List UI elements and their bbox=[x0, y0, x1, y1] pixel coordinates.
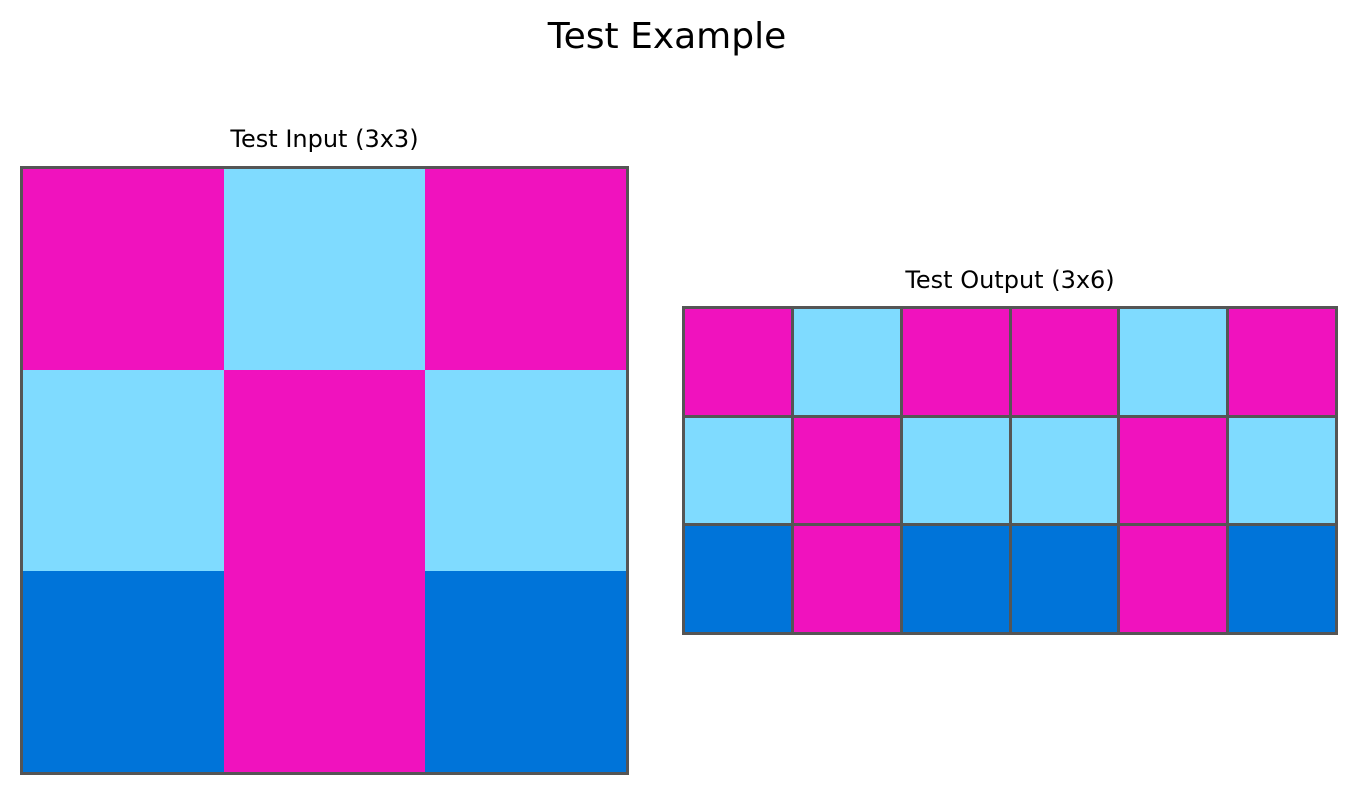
input-cell bbox=[224, 370, 425, 571]
output-cell bbox=[1011, 526, 1118, 632]
input-cell bbox=[425, 169, 626, 370]
output-cell bbox=[685, 526, 791, 632]
input-cell bbox=[224, 169, 425, 370]
input-panel-title: Test Input (3x3) bbox=[230, 125, 419, 153]
output-cell bbox=[902, 309, 1009, 415]
output-cell bbox=[1120, 417, 1227, 524]
output-cell bbox=[1229, 526, 1335, 632]
output-panel-title: Test Output (3x6) bbox=[905, 266, 1115, 294]
output-cell bbox=[1229, 417, 1335, 524]
output-cell bbox=[1229, 309, 1335, 415]
output-cell bbox=[1120, 309, 1227, 415]
output-grid bbox=[682, 306, 1338, 635]
output-cell bbox=[902, 526, 1009, 632]
input-cell bbox=[23, 370, 224, 571]
input-grid bbox=[20, 166, 629, 775]
input-cell bbox=[23, 169, 224, 370]
output-cell bbox=[685, 417, 791, 524]
input-cell bbox=[23, 571, 224, 772]
input-cell bbox=[425, 571, 626, 772]
output-cell bbox=[685, 309, 791, 415]
output-cell bbox=[793, 309, 900, 415]
input-cell bbox=[425, 370, 626, 571]
output-cell bbox=[1120, 526, 1227, 632]
output-cell bbox=[793, 417, 900, 524]
output-cell bbox=[793, 526, 900, 632]
figure-title: Test Example bbox=[547, 16, 787, 57]
output-cell bbox=[1011, 417, 1118, 524]
output-cell bbox=[1011, 309, 1118, 415]
output-cell bbox=[902, 417, 1009, 524]
input-cell bbox=[224, 571, 425, 772]
